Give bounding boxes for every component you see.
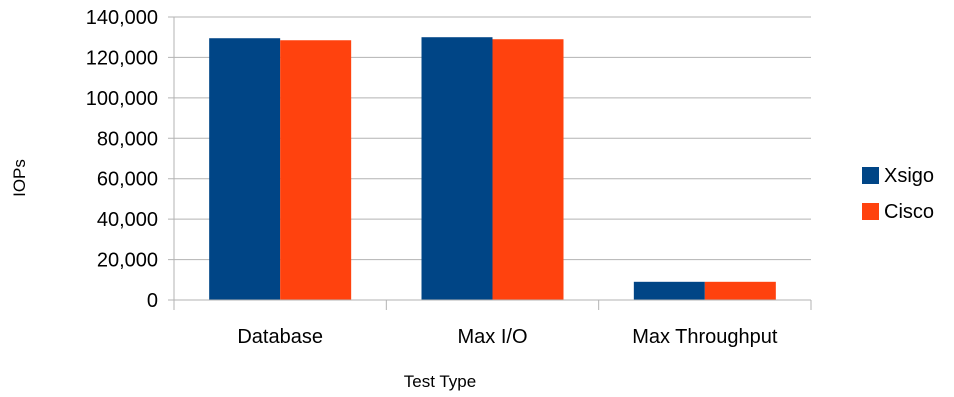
y-tick-label: 120,000 [86,47,158,69]
y-tick-label: 80,000 [97,128,158,150]
legend: Xsigo Cisco [862,165,934,223]
bar-xsigo-max-throughput [633,281,705,300]
x-tick-label: Database [237,326,323,348]
bar-cisco-database [280,40,352,300]
bar-cisco-max-i-o [492,39,564,300]
x-tick-labels: Database Max I/O Max Throughput [237,326,778,348]
y-tick-label: 140,000 [86,7,158,29]
legend-label-xsigo: Xsigo [884,165,934,187]
bar-xsigo-max-i-o [421,37,493,300]
y-tick-labels: 0 20,000 40,000 60,000 80,000 100,000 120,000 1… [86,7,158,312]
bar-xsigo-database [209,38,281,300]
axes [168,17,812,310]
y-tick-label: 20,000 [97,250,158,272]
legend-label-cisco: Cisco [884,201,934,223]
x-tick-label: Max I/O [457,326,527,348]
legend-swatch-cisco [862,203,879,220]
y-tick-label: 100,000 [86,88,158,110]
y-axis-title: IOPs [10,159,29,197]
bar-cisco-max-throughput [704,281,776,300]
bars [209,37,776,300]
x-axis-title: Test Type [404,372,476,391]
y-tick-label: 40,000 [97,209,158,231]
x-tick-label: Max Throughput [632,326,778,348]
legend-swatch-xsigo [862,167,879,184]
y-tick-label: 60,000 [97,169,158,191]
y-tick-label: 0 [147,290,158,312]
